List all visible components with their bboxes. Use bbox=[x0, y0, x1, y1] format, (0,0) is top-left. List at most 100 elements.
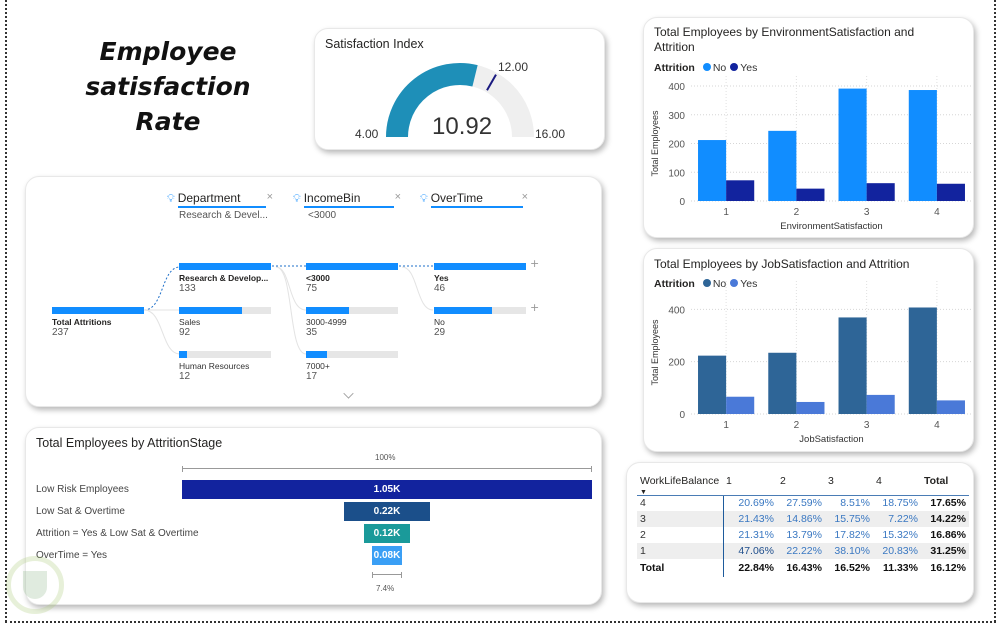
bar-yes-3[interactable] bbox=[866, 394, 895, 414]
node-value: 92 bbox=[179, 327, 191, 338]
matrix-row-label[interactable]: 2 bbox=[640, 529, 646, 541]
matrix-total-cell: 16.52% bbox=[834, 562, 870, 574]
environment-satisfaction-chart-card[interactable]: Total Employees by EnvironmentSatisfacti… bbox=[643, 17, 974, 238]
bar-no-2[interactable] bbox=[768, 130, 797, 201]
bar-yes-1[interactable] bbox=[726, 180, 755, 201]
gauge-target-label: 12.00 bbox=[498, 60, 529, 74]
decomp-node[interactable]: Human Resources 12 bbox=[179, 351, 271, 382]
matrix-row: 2 21.31% 13.79% 17.82% 15.32% 16.86% bbox=[637, 527, 969, 543]
job-bar-chart: 0 200 400 1 2 3 4 JobSatisfaction Total Employee… bbox=[650, 281, 972, 445]
decomp-node[interactable]: <3000 75 bbox=[306, 263, 398, 294]
matrix-cell: 18.75% bbox=[882, 497, 918, 510]
bar-no-3[interactable] bbox=[838, 317, 867, 414]
expand-node-button[interactable]: + bbox=[530, 257, 540, 270]
legend-label-yes: Yes bbox=[740, 62, 758, 74]
x-tick-label: 4 bbox=[934, 420, 940, 431]
bar-yes-4[interactable] bbox=[936, 400, 965, 414]
y-tick-label: 300 bbox=[668, 111, 685, 122]
matrix-cell: 15.75% bbox=[825, 511, 873, 527]
bar-no-1[interactable] bbox=[698, 355, 727, 414]
matrix-col-header[interactable]: 3 bbox=[825, 473, 873, 496]
satisfaction-index-card[interactable]: Satisfaction Index 4.00 16.00 12.00 10.9… bbox=[314, 28, 605, 150]
matrix-total-cell: 11.33% bbox=[882, 562, 918, 574]
level-field-name: IncomeBin bbox=[303, 191, 394, 208]
remove-level-icon[interactable]: × bbox=[521, 191, 528, 203]
matrix-col-header[interactable]: 4 bbox=[873, 473, 921, 496]
bar-no-4[interactable] bbox=[908, 90, 937, 201]
x-axis-label: JobSatisfaction bbox=[799, 434, 863, 445]
matrix-grand-total-row: Total 22.84% 16.43% 16.52% 11.33% 16.12% bbox=[637, 559, 969, 577]
gauge-chart bbox=[386, 63, 534, 138]
bar-yes-3[interactable] bbox=[866, 183, 895, 201]
funnel-bar[interactable]: 0.08K bbox=[371, 546, 403, 565]
attrition-stage-funnel-card[interactable]: Total Employees by AttritionStage 100% L… bbox=[25, 427, 602, 605]
y-tick-label: 100 bbox=[668, 168, 685, 179]
level-field-name: Department bbox=[177, 191, 266, 208]
funnel-bar[interactable]: 1.05K bbox=[182, 480, 592, 499]
env-chart-title-line1: Total Employees by EnvironmentSatisfacti… bbox=[654, 25, 915, 39]
matrix-col-header[interactable]: 1 bbox=[723, 473, 777, 496]
job-satisfaction-chart-card[interactable]: Total Employees by JobSatisfaction and A… bbox=[643, 248, 974, 452]
x-tick-label: 2 bbox=[794, 420, 800, 431]
remove-level-icon[interactable]: × bbox=[266, 191, 273, 203]
y-tick-label: 400 bbox=[668, 305, 685, 316]
matrix-cell: 21.43% bbox=[722, 511, 777, 527]
decomposition-tree-card[interactable]: 💡︎ Department × Research & Devel... 💡︎ Inc… bbox=[25, 176, 602, 407]
decomp-node[interactable]: 3000-4999 35 bbox=[306, 307, 398, 338]
matrix-row-label[interactable]: 4 bbox=[640, 497, 646, 510]
remove-level-icon[interactable]: × bbox=[394, 191, 401, 203]
connector-rd-3000 bbox=[275, 266, 307, 311]
funnel-bar[interactable]: 0.22K bbox=[344, 502, 430, 521]
node-label: Total Attritions bbox=[52, 317, 112, 327]
decomp-node-root[interactable]: Total Attritions 237 bbox=[52, 307, 144, 338]
bar-yes-4[interactable] bbox=[936, 183, 965, 201]
funnel-bottom-bracket bbox=[371, 572, 403, 578]
funnel-category-label: Low Sat & Overtime bbox=[36, 506, 125, 517]
matrix-cell: 17.82% bbox=[834, 529, 870, 541]
bar-no-2[interactable] bbox=[768, 352, 797, 414]
matrix-col-header-total[interactable]: Total bbox=[921, 473, 969, 496]
bar-no-1[interactable] bbox=[698, 140, 727, 201]
expand-node-button[interactable]: + bbox=[530, 301, 540, 314]
node-value: 46 bbox=[434, 283, 446, 294]
level-header-department[interactable]: 💡︎ Department × bbox=[167, 191, 273, 208]
bar-yes-2[interactable] bbox=[796, 401, 825, 414]
funnel-category-label: Attrition = Yes & Low Sat & Overtime bbox=[36, 528, 199, 539]
decomp-node[interactable]: 7000+ 17 bbox=[306, 351, 398, 382]
level-field-name: OverTime bbox=[430, 191, 523, 208]
y-tick-label: 0 bbox=[679, 197, 685, 208]
matrix-row-label[interactable]: 1 bbox=[637, 543, 723, 559]
bar-no-4[interactable] bbox=[908, 307, 937, 414]
level-header-incomebin[interactable]: 💡︎ IncomeBin × bbox=[293, 191, 401, 208]
legend-dot-no bbox=[702, 279, 711, 287]
bar-no-3[interactable] bbox=[838, 88, 867, 201]
matrix-total-cell: 16.43% bbox=[786, 562, 822, 574]
decomp-node[interactable]: No 29 bbox=[434, 307, 526, 338]
worklifebalance-matrix-card[interactable]: WorkLifeBalance ▼ 1 2 3 4 Total 4 20.69% 27… bbox=[626, 462, 974, 603]
x-tick-label: 1 bbox=[723, 207, 729, 218]
sort-descending-icon[interactable]: ▼ bbox=[640, 489, 647, 496]
connector-root-rd bbox=[143, 266, 181, 311]
decomp-node[interactable]: Sales 92 bbox=[179, 307, 271, 338]
matrix-row-label[interactable]: 3 bbox=[637, 511, 723, 527]
funnel-bar[interactable]: 0.12K bbox=[363, 524, 411, 543]
node-value: 29 bbox=[434, 327, 446, 338]
node-value: 17 bbox=[306, 371, 318, 382]
funnel-top-bracket bbox=[182, 466, 592, 472]
level-header-overtime[interactable]: 💡︎ OverTime × bbox=[420, 191, 528, 208]
legend-label-no: No bbox=[712, 62, 727, 74]
matrix-cell: 22.22% bbox=[777, 543, 825, 559]
bar-yes-2[interactable] bbox=[796, 188, 825, 201]
matrix-col-header[interactable]: 2 bbox=[777, 473, 825, 496]
y-axis-label: Total Employees bbox=[650, 110, 660, 177]
y-tick-label: 0 bbox=[679, 410, 685, 421]
decomp-node[interactable]: Yes 46 bbox=[434, 263, 526, 294]
matrix-row: 3 21.43% 14.86% 15.75% 7.22% 14.22% bbox=[637, 511, 969, 527]
funnel-category-label: Low Risk Employees bbox=[36, 484, 129, 495]
connector-income-no bbox=[401, 266, 434, 311]
bar-yes-1[interactable] bbox=[726, 396, 755, 414]
x-axis-label: EnvironmentSatisfaction bbox=[780, 221, 882, 232]
matrix-row-header[interactable]: WorkLifeBalance ▼ bbox=[637, 473, 723, 496]
env-chart-title-line2: Attrition bbox=[654, 40, 695, 54]
decomp-node[interactable]: Research & Develop... 133 bbox=[179, 263, 271, 294]
